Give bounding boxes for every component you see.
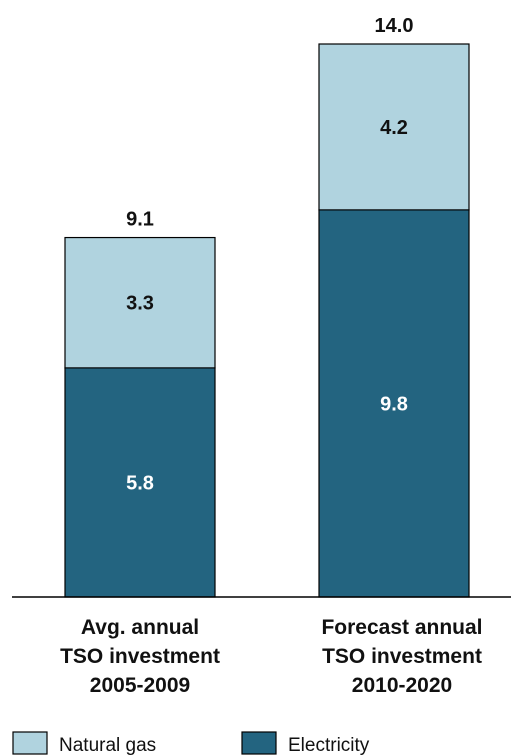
legend: Natural gas Electricity bbox=[12, 731, 370, 756]
data-label-natural-gas-0: 3.3 bbox=[126, 293, 154, 315]
legend-label-electricity: Electricity bbox=[288, 735, 370, 756]
data-label-electricity-0: 5.8 bbox=[126, 472, 154, 494]
total-label-1: 14.0 bbox=[375, 15, 414, 37]
category-label-1-line-0: Forecast annual bbox=[321, 616, 482, 639]
bar-segment-electricity-0 bbox=[64, 367, 216, 598]
category-label-1-line-2: 2010-2020 bbox=[352, 674, 452, 697]
category-label-1-line-1: TSO investment bbox=[322, 645, 482, 668]
legend-swatch-natural-gas bbox=[12, 731, 48, 755]
category-label-0-line-2: 2005-2009 bbox=[90, 674, 190, 697]
legend-swatch-electricity bbox=[241, 731, 277, 755]
bars-group bbox=[64, 43, 470, 598]
bar-segment-natural-gas-1 bbox=[318, 43, 470, 211]
category-label-0-line-1: TSO investment bbox=[60, 645, 220, 668]
total-label-0: 9.1 bbox=[126, 209, 154, 231]
data-label-electricity-1: 9.8 bbox=[380, 393, 408, 415]
category-label-0-line-0: Avg. annual bbox=[81, 616, 199, 639]
data-label-natural-gas-1: 4.2 bbox=[380, 117, 408, 139]
labels-group: 5.8 3.3 9.1 Avg. annual TSO investment 2005-2… bbox=[60, 15, 482, 697]
bar-segment-natural-gas-0 bbox=[64, 236, 216, 369]
legend-label-natural-gas: Natural gas bbox=[59, 735, 156, 756]
